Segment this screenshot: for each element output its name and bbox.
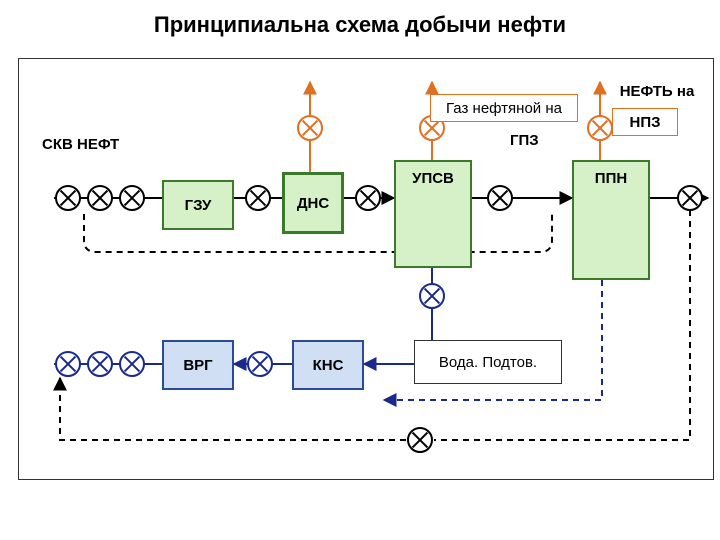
label-gpz: ГПЗ xyxy=(510,132,539,149)
box-vrg: ВРГ xyxy=(162,340,234,390)
box-ppn: ППН xyxy=(572,160,650,280)
box-gas: Газ нефтяной на xyxy=(430,94,578,122)
box-voda: Вода. Подтов. xyxy=(414,340,562,384)
box-npz: НПЗ xyxy=(612,108,678,136)
box-upsv: УПСВ xyxy=(394,160,472,268)
box-gzu: ГЗУ xyxy=(162,180,234,230)
diagram-title: Принципиальна схема добычи нефти xyxy=(0,12,720,38)
label-skv: СКВ НЕФТ xyxy=(42,136,119,153)
box-neft: НЕФТЬ на xyxy=(612,78,702,104)
box-dns: ДНС xyxy=(282,172,344,234)
box-kns: КНС xyxy=(292,340,364,390)
